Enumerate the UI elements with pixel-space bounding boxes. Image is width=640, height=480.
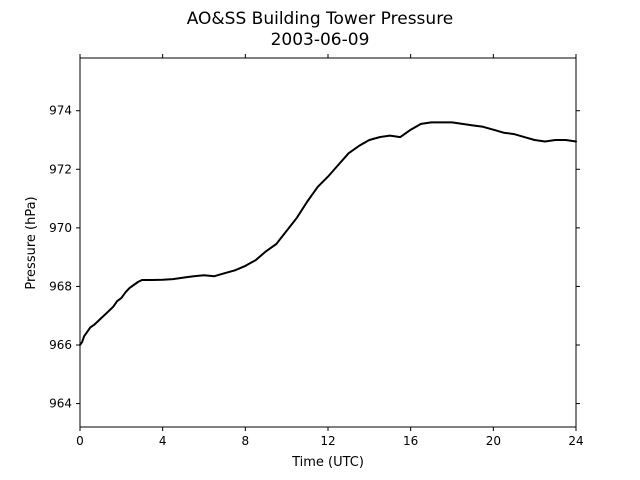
y-axis-label: Pressure (hPa) bbox=[24, 196, 39, 289]
x-tick-label: 24 bbox=[568, 434, 583, 448]
x-tick-label: 8 bbox=[242, 434, 250, 448]
y-axis: 964 966 968 970 972 974 bbox=[49, 104, 580, 411]
y-tick-label: 968 bbox=[49, 279, 72, 293]
chart-subtitle: 2003-06-09 bbox=[271, 30, 370, 50]
plot-frame bbox=[79, 57, 577, 428]
x-axis: 0 4 8 12 16 20 24 bbox=[76, 54, 584, 448]
x-tick-label: 16 bbox=[403, 434, 418, 448]
x-tick-label: 0 bbox=[76, 434, 84, 448]
y-tick-label: 970 bbox=[49, 221, 72, 235]
y-tick-label: 966 bbox=[49, 338, 72, 352]
x-tick-label: 20 bbox=[486, 434, 501, 448]
y-tick-label: 972 bbox=[49, 162, 72, 176]
x-tick-label: 4 bbox=[159, 434, 167, 448]
x-axis-label: Time (UTC) bbox=[291, 455, 364, 470]
pressure-series-line bbox=[79, 121, 577, 346]
plot-area bbox=[79, 121, 577, 346]
chart-title: AO&SS Building Tower Pressure bbox=[187, 9, 454, 29]
y-tick-label: 964 bbox=[49, 397, 72, 411]
x-tick-label: 12 bbox=[320, 434, 335, 448]
y-tick-label: 974 bbox=[49, 104, 72, 118]
